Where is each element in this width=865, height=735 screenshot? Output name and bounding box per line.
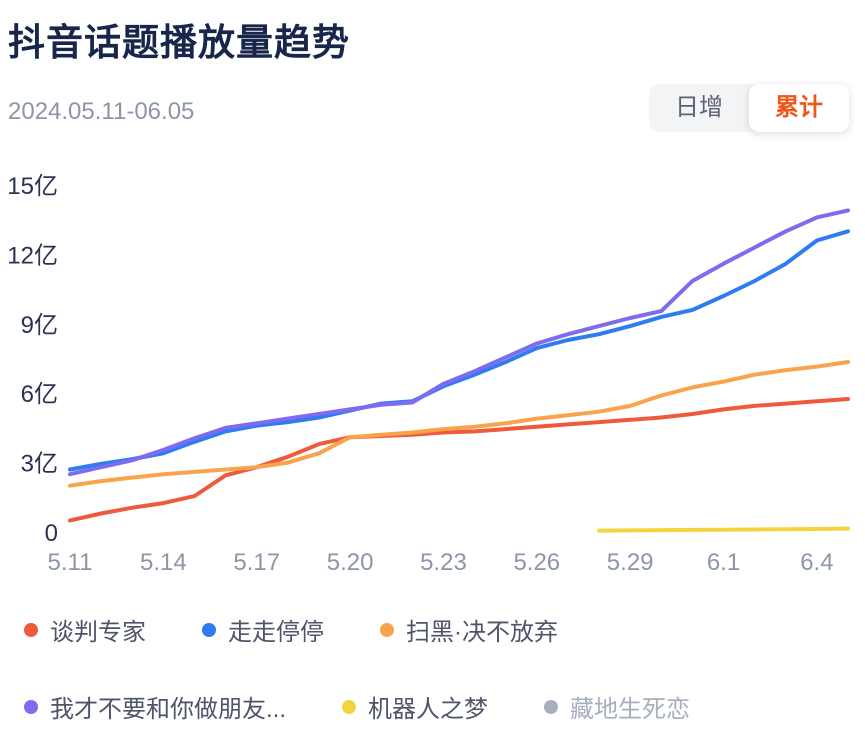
toggle-daily-button[interactable]: 日增 (649, 84, 749, 132)
x-axis-label: 5.26 (513, 549, 560, 576)
y-axis-label: 9亿 (21, 312, 58, 339)
chart-area: 0 3亿 6亿 9亿 12亿 15亿 5.11 5.14 5.17 5.20 5.23 5.26 5.2… (0, 150, 865, 590)
x-axis-label: 6.4 (800, 549, 833, 576)
legend-item[interactable]: 走走停停 (202, 612, 324, 647)
x-axis-label: 5.17 (233, 549, 280, 576)
toggle-cumulative-button[interactable]: 累计 (749, 84, 849, 132)
x-axis-label: 5.29 (607, 549, 654, 576)
legend-dot-icon (342, 699, 357, 714)
x-axis-label: 5.11 (48, 549, 93, 576)
legend-label: 扫黑·决不放弃 (406, 619, 558, 646)
series-line (68, 208, 850, 477)
legend-label: 机器人之梦 (368, 696, 489, 723)
x-axis-label: 5.20 (327, 549, 374, 576)
legend-item[interactable]: 谈判专家 (24, 612, 146, 647)
x-axis-label: 5.14 (140, 549, 187, 576)
legend-label: 藏地生死恋 (570, 696, 691, 723)
legend: 谈判专家 走走停停 扫黑·决不放弃我才不要和你做朋友... 机器人之梦 藏地生死恋 (24, 612, 856, 724)
legend-item[interactable]: 藏地生死恋 (544, 689, 690, 724)
page-title: 抖音话题播放量趋势 (8, 22, 350, 63)
trend-chart: 0 3亿 6亿 9亿 12亿 15亿 5.11 5.14 5.17 5.20 5.23 5.26 5.2… (7, 173, 850, 576)
y-axis-label: 6亿 (21, 381, 58, 408)
legend-item[interactable]: 扫黑·决不放弃 (380, 612, 558, 647)
x-axis-label: 6.1 (707, 549, 740, 576)
legend-dot-icon (24, 699, 38, 714)
legend-label: 我才不要和你做朋友... (50, 696, 287, 723)
legend-item[interactable]: 我才不要和你做朋友... (24, 689, 286, 724)
y-axis-label: 12亿 (7, 242, 58, 269)
view-toggle: 日增 累计 (649, 84, 849, 132)
y-axis-label: 0 (45, 520, 58, 547)
legend-label: 走走停停 (228, 619, 324, 646)
y-axis-label: 15亿 (7, 173, 58, 200)
legend-dot-icon (380, 622, 394, 637)
legend-dot-icon (24, 622, 38, 637)
series-line (68, 360, 850, 488)
legend-dot-icon (202, 622, 216, 637)
series-line (68, 229, 850, 472)
y-axis-label: 3亿 (21, 451, 58, 478)
series-line (68, 397, 850, 523)
series-line (597, 526, 850, 533)
legend-dot-icon (544, 699, 559, 714)
x-axis-label: 5.23 (420, 549, 467, 576)
date-range: 2024.05.11-06.05 (8, 98, 195, 125)
legend-label: 谈判专家 (50, 619, 146, 646)
legend-item[interactable]: 机器人之梦 (342, 689, 488, 724)
